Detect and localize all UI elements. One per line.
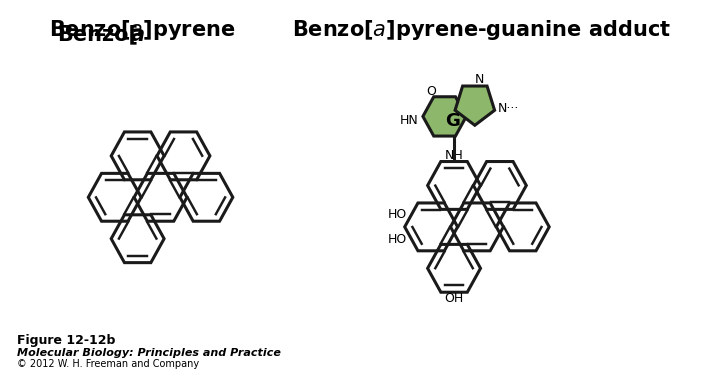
Text: Benzo[$\it{a}$]pyrene: Benzo[$\it{a}$]pyrene [49,18,236,42]
Text: Figure 12-12b: Figure 12-12b [17,334,115,347]
Text: N: N [475,73,484,86]
Polygon shape [423,97,466,136]
Text: N···: N··· [498,102,519,115]
Text: Benzo[: Benzo[ [56,24,138,45]
Text: G: G [445,112,460,130]
Text: Molecular Biology: Principles and Practice: Molecular Biology: Principles and Practi… [17,348,281,358]
Text: © 2012 W. H. Freeman and Company: © 2012 W. H. Freeman and Company [17,359,199,369]
Text: HN: HN [400,114,419,127]
Text: a: a [131,24,145,45]
Text: OH: OH [444,292,464,305]
Text: NH: NH [445,149,463,162]
Text: Benzo[$\it{a}$]pyrene-guanine adduct: Benzo[$\it{a}$]pyrene-guanine adduct [292,18,671,42]
Text: HO: HO [388,208,408,221]
Text: O: O [427,85,436,98]
Text: HO: HO [388,233,408,246]
Polygon shape [455,86,495,125]
